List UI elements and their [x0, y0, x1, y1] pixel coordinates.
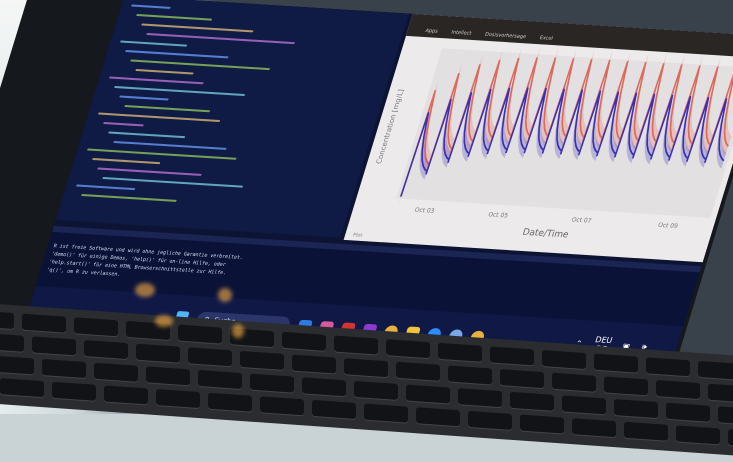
plot-area: [396, 48, 733, 218]
code-line: [92, 157, 161, 165]
keyboard-key: [94, 362, 138, 382]
code-line: [125, 49, 229, 59]
keyboard-key: [156, 389, 200, 409]
code-line: [136, 13, 213, 21]
keyboard-key: [562, 395, 606, 415]
keyboard-key: [520, 414, 564, 434]
light-reflection: [232, 324, 244, 338]
keyboard-key: [104, 385, 148, 405]
keyboard-key: [438, 342, 482, 362]
keyboard-key: [354, 380, 398, 400]
keyboard-key: [146, 366, 190, 386]
code-line: [141, 23, 254, 33]
x-tick-label: Oct 07: [571, 217, 593, 225]
keyboard-key: [594, 353, 638, 373]
keyboard-key: [250, 373, 294, 393]
keyboard-key: [0, 378, 44, 398]
concentration-plot: Concentration [mg/L] Oct 03 Oct 05 Oct 0…: [352, 47, 733, 241]
x-tick-label: Oct 09: [657, 222, 679, 230]
keyboard-key: [448, 365, 492, 385]
keyboard-key: [136, 343, 180, 363]
keyboard-key: [364, 403, 408, 423]
keyboard-key: [416, 407, 460, 427]
keyboard-key: [240, 350, 284, 370]
keyboard-key: [74, 317, 118, 337]
keyboard-key: [344, 358, 388, 378]
plot-footer: Plot: [352, 232, 363, 238]
x-tick-label: Oct 05: [487, 211, 509, 219]
keyboard-key: [510, 391, 554, 411]
keyboard-key: [542, 350, 586, 370]
code-line: [113, 140, 227, 150]
code-line: [108, 76, 204, 85]
keyboard-key: [208, 392, 252, 412]
keyboard-key: [656, 379, 700, 400]
keyboard-key: [84, 340, 128, 360]
keyboard-key: [42, 359, 86, 379]
keyboard-key: [302, 377, 346, 397]
code-line: [130, 59, 271, 71]
bookmark[interactable]: Dosisvorhersage: [484, 31, 527, 41]
code-line: [130, 4, 171, 9]
bookmark[interactable]: Apps: [424, 27, 439, 35]
keyboard-key: [406, 384, 450, 404]
keyboard-key: [458, 388, 502, 408]
keyboard-key: [292, 354, 336, 374]
keyboard-key: [52, 381, 96, 401]
bookmark[interactable]: Excel: [538, 35, 554, 42]
keyboard-key: [260, 396, 304, 416]
keyboard-key: [386, 339, 430, 359]
keyboard-key: [604, 376, 648, 396]
chart-panel: Apps Intellect Dosisvorhersage Excel Con…: [343, 13, 733, 263]
laptop-screen: Apps Intellect Dosisvorhersage Excel Con…: [21, 0, 733, 373]
series-a-band: [397, 47, 733, 207]
keyboard-key: [396, 361, 440, 381]
keyboard-key: [0, 355, 34, 375]
light-reflection: [155, 315, 173, 327]
light-reflection: [135, 283, 155, 297]
code-line: [135, 68, 194, 75]
keyboard-key: [698, 360, 733, 381]
code-line: [97, 112, 221, 123]
keyboard-key: [708, 383, 733, 403]
x-axis-label: Date/Time: [521, 228, 570, 241]
keyboard-key: [572, 418, 616, 438]
keyboard-key: [22, 313, 66, 333]
keyboard-key: [614, 399, 658, 419]
keyboard-key: [500, 369, 544, 389]
keyboard-key: [0, 332, 24, 352]
series-b-line: [400, 87, 728, 197]
code-line: [124, 104, 211, 113]
keyboard-key: [728, 429, 733, 449]
code-line: [119, 95, 169, 101]
keyboard-key: [282, 331, 326, 351]
code-line: [81, 193, 177, 202]
code-line: [75, 184, 136, 191]
keyboard-key: [188, 347, 232, 367]
keyboard-key: [624, 421, 668, 441]
keyboard-key: [312, 399, 356, 420]
keyboard-key: [32, 336, 76, 356]
code-line: [119, 40, 188, 47]
code-line: [114, 85, 246, 97]
code-line: [97, 167, 202, 176]
keyboard-key: [334, 335, 378, 355]
keyboard-key: [676, 425, 720, 445]
code-line: [102, 176, 244, 188]
x-tick-label: Oct 03: [414, 207, 436, 215]
keyboard-key: [646, 357, 690, 377]
keyboard-key: [198, 369, 242, 390]
code-line: [103, 121, 144, 127]
keyboard-key: [718, 406, 733, 426]
bookmark[interactable]: Intellect: [450, 29, 473, 37]
code-line: [108, 131, 186, 139]
light-reflection: [218, 288, 232, 302]
keyboard-key: [0, 310, 14, 330]
laptop: Apps Intellect Dosisvorhersage Excel Con…: [0, 0, 733, 397]
keyboard-key: [490, 346, 534, 366]
keyboard-key: [666, 402, 710, 422]
keyboard-key: [178, 324, 222, 344]
keyboard-key: [552, 372, 596, 392]
